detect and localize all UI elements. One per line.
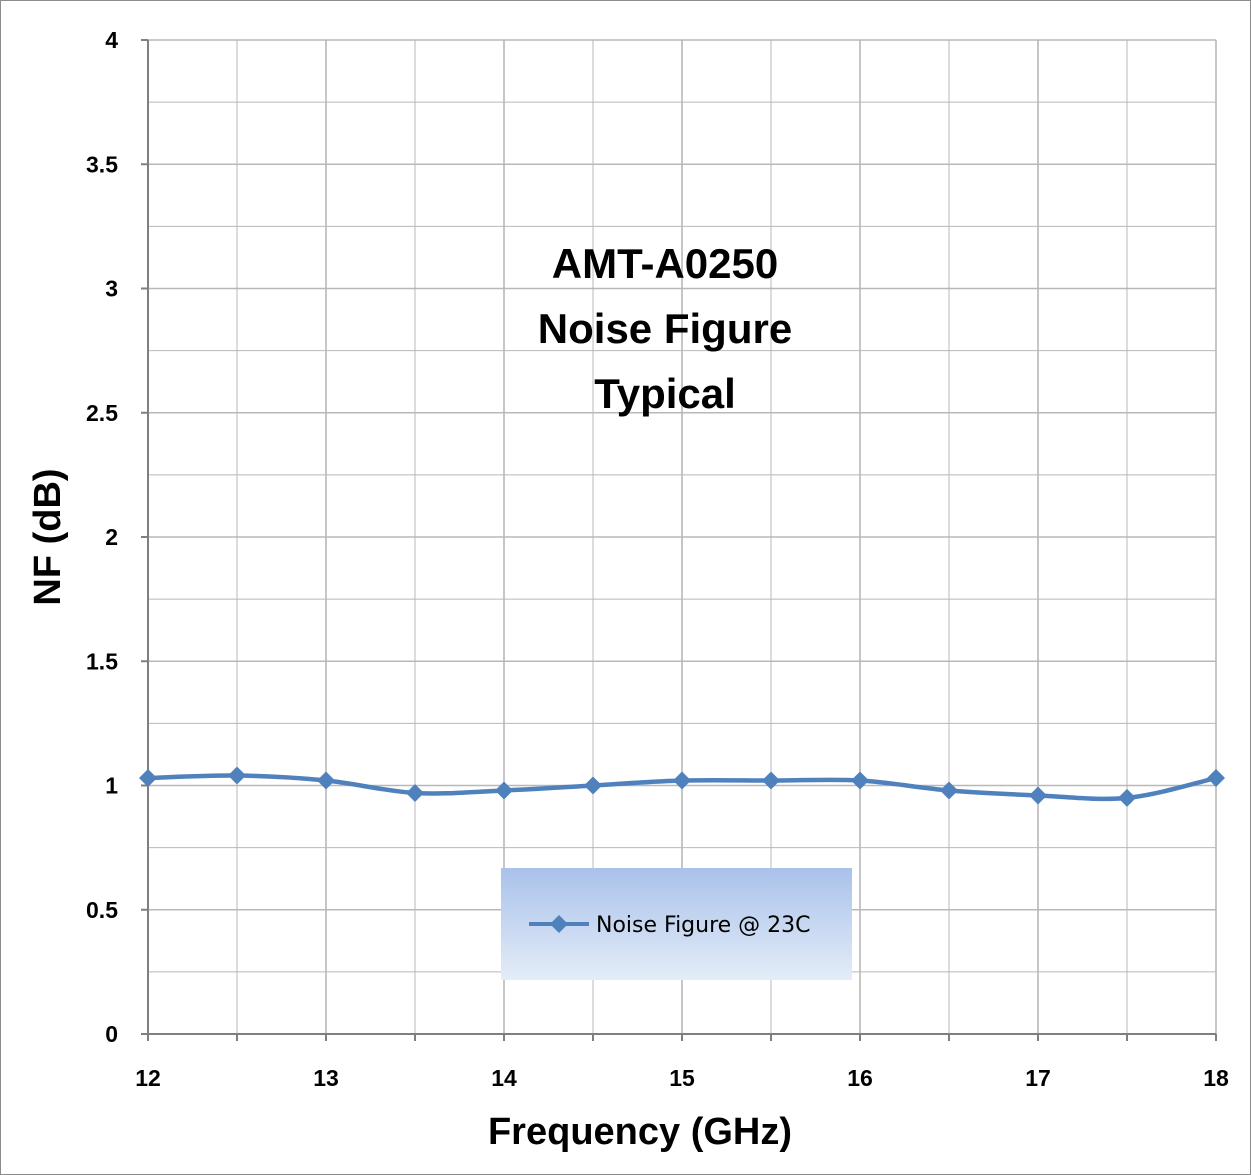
y-tick-label: 4	[105, 27, 118, 53]
x-tick-label: 14	[491, 1065, 517, 1091]
chart-title-line-2: Noise Figure	[538, 305, 792, 352]
x-tick-label: 12	[135, 1065, 161, 1091]
x-tick-labels: 12 13 14 15 16 17 18	[135, 1065, 1229, 1091]
series-layer	[139, 766, 1225, 807]
data-point	[228, 766, 246, 785]
y-axis-title: NF (dB)	[27, 468, 69, 605]
y-tick-label: 3.5	[86, 151, 118, 177]
x-tick-label: 15	[669, 1065, 695, 1091]
plot-axes	[141, 39, 1217, 1041]
data-point	[406, 783, 424, 802]
chart-title: AMT-A0250 Noise Figure Typical	[538, 240, 792, 417]
legend: Noise Figure @ 23C	[501, 868, 852, 980]
x-axis-title: Frequency (GHz)	[488, 1111, 792, 1153]
x-tick-label: 17	[1025, 1065, 1051, 1091]
data-point	[317, 771, 335, 790]
chart-title-line-1: AMT-A0250	[552, 240, 778, 287]
data-point	[495, 781, 513, 800]
y-tick-label: 3	[105, 276, 118, 302]
data-point	[139, 769, 157, 788]
data-point	[762, 771, 780, 790]
x-tick-label: 13	[313, 1065, 339, 1091]
data-point	[1207, 769, 1225, 788]
legend-series-label: Noise Figure @ 23C	[596, 913, 811, 938]
legend-marker-swatch	[550, 915, 568, 933]
y-tick-label: 2	[105, 524, 118, 550]
x-tick-label: 16	[847, 1065, 873, 1091]
data-point	[584, 776, 602, 795]
data-point	[1029, 786, 1047, 805]
y-tick-labels: 0 0.5 1 1.5 2 2.5 3 3.5 4	[86, 27, 118, 1047]
y-tick-label: 0	[105, 1021, 118, 1047]
data-point	[940, 781, 958, 800]
x-tick-label: 18	[1203, 1065, 1229, 1091]
y-tick-label: 2.5	[86, 400, 118, 426]
y-tick-label: 1	[105, 773, 118, 799]
y-tick-label: 1.5	[86, 648, 118, 674]
data-point	[673, 771, 691, 790]
chart-title-line-3: Typical	[594, 370, 736, 417]
data-point	[1118, 788, 1136, 807]
y-tick-label: 0.5	[86, 897, 118, 923]
data-point	[851, 771, 869, 790]
